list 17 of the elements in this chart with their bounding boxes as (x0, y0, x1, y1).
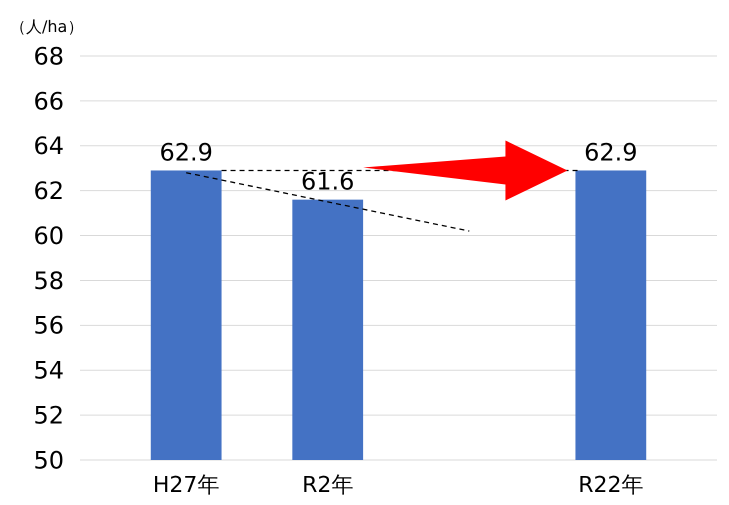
data-label: 62.9 (159, 138, 213, 166)
x-tick-label: H27年 (152, 473, 220, 498)
y-tick-label: 56 (33, 312, 64, 340)
y-tick-label: 66 (33, 87, 64, 116)
y-tick-label: 62 (33, 177, 64, 206)
y-tick-label: 54 (33, 356, 64, 385)
y-tick-label: 60 (33, 222, 64, 250)
y-tick-label: 50 (33, 446, 64, 474)
y-tick-label: 58 (33, 266, 64, 295)
data-label: 62.9 (584, 138, 638, 166)
x-tick-label: R22年 (578, 473, 644, 498)
y-axis-title: （人/ha） (10, 17, 84, 36)
y-tick-label: 68 (33, 42, 64, 70)
x-tick-label: R2年 (302, 473, 354, 498)
data-label: 61.6 (301, 168, 354, 196)
y-tick-label: 64 (33, 132, 64, 160)
y-tick-label: 52 (33, 402, 64, 430)
